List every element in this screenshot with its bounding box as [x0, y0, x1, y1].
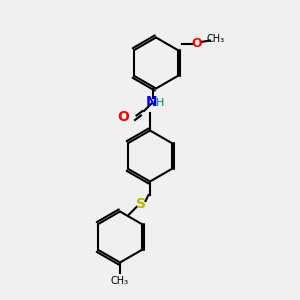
Text: CH₃: CH₃	[207, 34, 225, 44]
Text: S: S	[136, 197, 146, 211]
Text: H: H	[156, 98, 165, 109]
Text: N: N	[146, 95, 157, 109]
Text: CH₃: CH₃	[111, 275, 129, 286]
Text: O: O	[191, 37, 202, 50]
Text: O: O	[117, 110, 129, 124]
